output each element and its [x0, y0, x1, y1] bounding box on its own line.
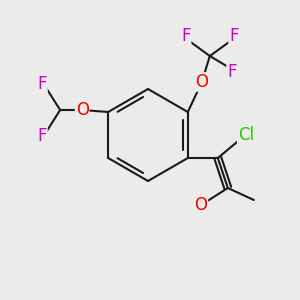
Text: O: O — [195, 73, 208, 91]
Text: F: F — [38, 75, 47, 93]
Text: O: O — [194, 196, 207, 214]
Text: F: F — [181, 27, 190, 45]
Text: F: F — [229, 27, 239, 45]
Text: O: O — [76, 101, 89, 119]
Text: F: F — [227, 63, 237, 81]
Text: F: F — [38, 127, 47, 145]
Text: Cl: Cl — [238, 126, 254, 144]
